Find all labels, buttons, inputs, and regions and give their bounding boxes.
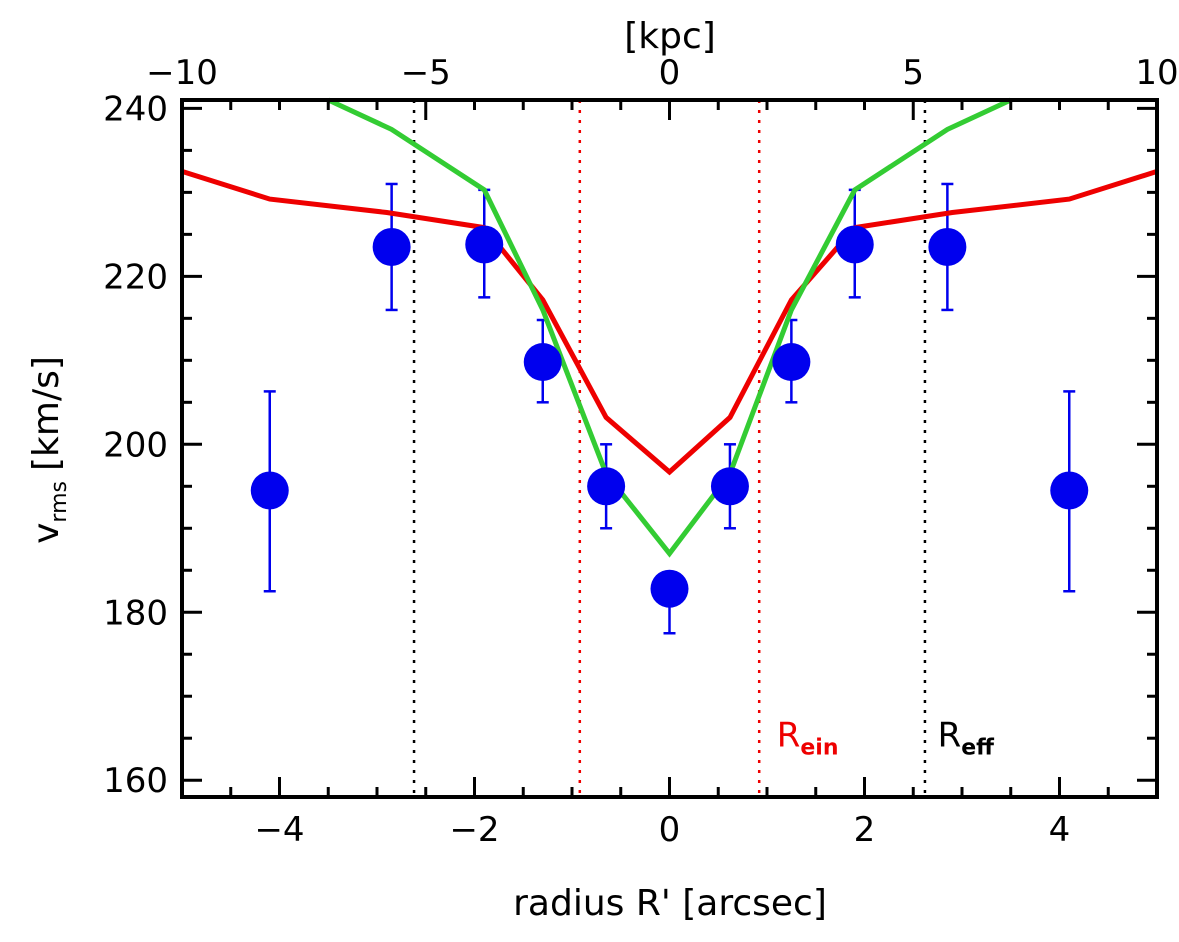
x-top-tick-label: 5 [902,53,924,93]
x-top-tick-label: −5 [401,53,451,93]
model-line [327,97,1012,558]
data-point [587,467,626,506]
x-axis-top-title: [kpc] [624,16,716,57]
data-point [250,471,289,510]
y-axis-title-unit: [km/s] [26,356,67,471]
y-tick-label: 160 [103,761,168,801]
y-axis-title: vrms [km/s] [26,356,72,544]
data-point [928,227,967,266]
y-tick-label: 180 [103,593,168,633]
x-tick-label: −4 [254,810,304,850]
x-top-tick-label: −10 [146,53,218,93]
vertical-reference-lines [412,100,927,797]
x-axis-title: radius R' [arcsec] [513,883,827,924]
data-point [372,227,411,266]
data-point [650,569,689,608]
y-tick-label: 220 [103,257,168,297]
annotation-sub: ein [800,736,838,761]
data-point [835,225,874,264]
annotations: Rein Reff [777,716,995,761]
model-line [181,169,1158,476]
y-axis-title-main: v [26,523,67,544]
data-point [710,467,749,506]
data-point [1050,471,1089,510]
x-tick-label: 4 [1049,810,1071,850]
data-point [523,343,562,382]
y-tick-label: 200 [103,425,168,465]
axes: −4 −2 0 2 4 −10 −5 0 5 10 160 180 200 220 240 [103,53,1179,850]
y-tick-label: 240 [103,89,168,129]
annotation-sub: eff [961,736,995,761]
y-axis-title-sub: rms [47,481,72,523]
x-top-tick-label: 10 [1135,53,1178,93]
x-tick-label: 2 [854,810,876,850]
data-points [250,225,1089,608]
data-point [465,225,504,264]
annotation-main: R [777,716,801,756]
x-tick-label: 0 [659,810,681,850]
annotation-main: R [938,716,962,756]
annotation-label: Rein [777,716,839,761]
model-lines [181,97,1158,558]
x-tick-label: −2 [449,810,499,850]
annotation-label: Reff [938,716,996,761]
data-point [772,343,811,382]
x-top-tick-label: 0 [659,53,681,93]
